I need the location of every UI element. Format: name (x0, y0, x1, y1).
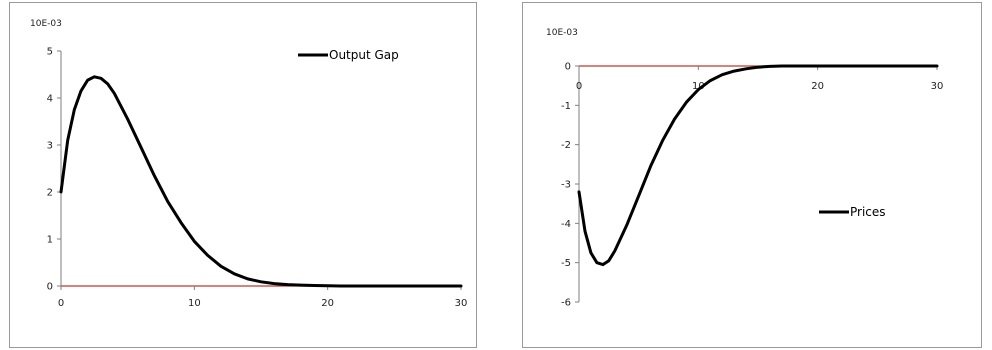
chart-1-series-line (577, 64, 939, 267)
chart-1-y-tick-label: -4 (561, 219, 571, 230)
output-gap-chart-panel: 10E-03 0 1 2 3 4 5 0 10 20 30 Output Gap (9, 2, 477, 348)
prices-chart: 10E-03 0 -1 -2 -3 -4 -5 -6 0 10 20 30 Prices (546, 28, 944, 309)
prices-chart-panel: 10E-03 0 -1 -2 -3 -4 -5 -6 0 10 20 30 Prices (522, 2, 982, 348)
chart-1-y-tick-label: 0 (565, 62, 571, 73)
chart-1-x-tick-label: 0 (576, 81, 582, 92)
chart-0-unit-label: 10E-03 (30, 19, 62, 29)
chart-1-unit-label: 10E-03 (546, 28, 578, 38)
chart-1-x-tick-label: 10 (692, 81, 705, 92)
chart-0-x-tick-label: 20 (321, 298, 334, 309)
chart-1-y-tick-label: -1 (561, 101, 571, 112)
chart-0-series-line (59, 75, 463, 288)
chart-1-y-tick-label: -6 (561, 298, 571, 309)
chart-1-legend-label: Prices (850, 205, 886, 219)
output-gap-chart: 10E-03 0 1 2 3 4 5 0 10 20 30 Output Gap (30, 19, 468, 309)
chart-0-x-tick-label: 0 (58, 298, 64, 309)
chart-0-x-tick-label: 30 (455, 298, 468, 309)
chart-1-y-tick-label: -2 (561, 140, 571, 151)
chart-0-x-tick-label: 10 (188, 298, 201, 309)
chart-0-y-tick-label: 0 (47, 282, 53, 293)
chart-0-y-tick-label: 4 (47, 94, 53, 105)
chart-1-y-tick-label: -5 (561, 258, 571, 269)
chart-1-x-tick-label: 20 (811, 81, 824, 92)
chart-0-y-tick-label: 2 (47, 188, 53, 199)
chart-0-y-tick-label: 1 (47, 235, 53, 246)
chart-1-y-tick-label: -3 (561, 180, 571, 191)
chart-0-y-tick-label: 5 (47, 47, 53, 58)
chart-0-legend-label: Output Gap (329, 48, 399, 62)
chart-0-y-tick-label: 3 (47, 141, 53, 152)
chart-1-x-tick-label: 30 (931, 81, 944, 92)
